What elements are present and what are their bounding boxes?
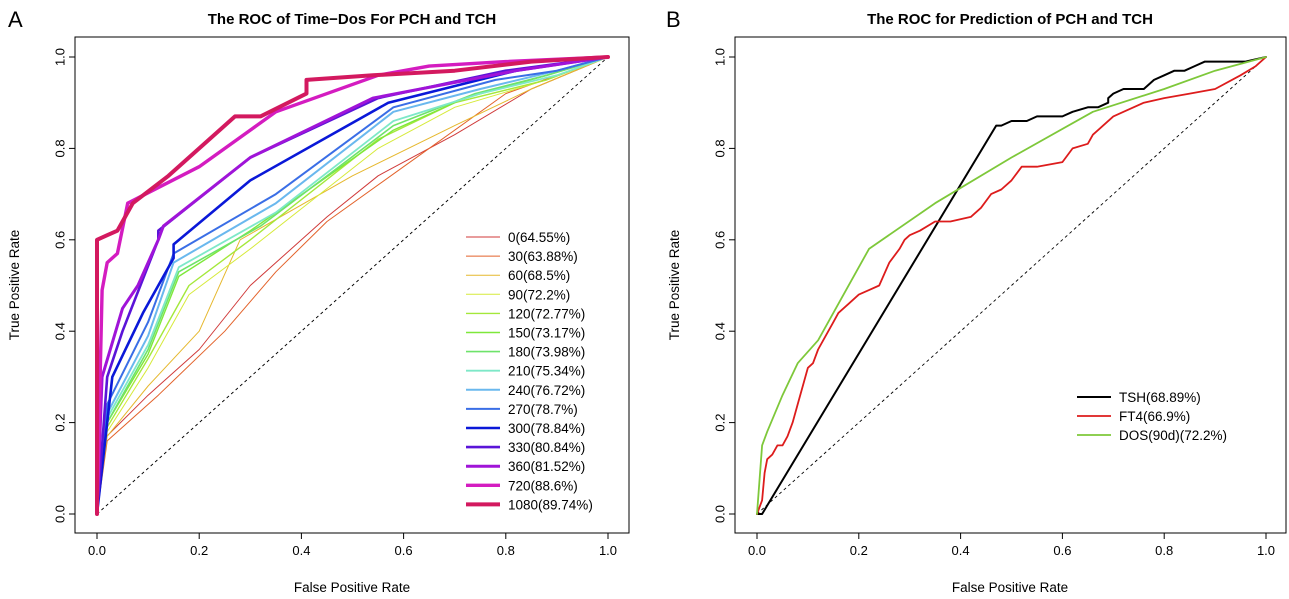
series-line-60-68-5	[96, 56, 609, 515]
x-tick-label: 0.2	[190, 543, 208, 558]
y-tick-label: 0.2	[712, 414, 727, 432]
series-lines-a	[95, 55, 610, 516]
x-tick-label: 0.8	[497, 543, 515, 558]
panel-label-a: A	[8, 7, 23, 32]
series-line-0-64-55	[96, 56, 609, 515]
legend-label: 240(76.72%)	[508, 383, 585, 398]
axis-ticks-a: 0.0 0.2 0.4 0.6 0.8 1.0 0.0 0.2 0.4 0.6 0.8 1.0	[52, 48, 617, 558]
series-line-tsh-68-89	[756, 56, 1267, 515]
legend-label: 300(78.84%)	[508, 421, 585, 436]
legend-label: 0(64.55%)	[508, 230, 570, 245]
series-line-270-78-7	[96, 56, 609, 515]
chart-a-ylabel: True Positive Rate	[7, 230, 22, 341]
x-tick-label: 0.2	[850, 543, 868, 558]
series-line-180-73-98	[96, 56, 609, 515]
y-tick-label: 0.0	[52, 505, 67, 523]
legend-label: 720(88.6%)	[508, 478, 578, 493]
diagonal-line	[756, 56, 1267, 515]
diagonal-reference-b	[756, 56, 1267, 515]
x-tick-label: 0.4	[292, 543, 310, 558]
series-line-720-88-6	[95, 55, 610, 516]
plot-frame-a	[74, 36, 630, 534]
series-line-240-76-72	[96, 56, 609, 515]
legend-label: 30(63.88%)	[508, 249, 578, 264]
legend-label: 330(80.84%)	[508, 440, 585, 455]
y-tick-label: 1.0	[52, 48, 67, 66]
y-tick-label: 0.8	[52, 139, 67, 157]
diagonal-line	[96, 56, 609, 515]
legend-label: 360(81.52%)	[508, 459, 585, 474]
panel-a: A The ROC of Time−Dos For PCH and TCH Fa…	[7, 7, 630, 595]
plot-frame-b	[734, 36, 1287, 534]
y-tick-label: 0.0	[712, 505, 727, 523]
y-tick-label: 0.2	[52, 414, 67, 432]
x-tick-label: 1.0	[599, 543, 617, 558]
chart-b-ylabel: True Positive Rate	[667, 230, 682, 341]
legend-label: 270(78.7%)	[508, 402, 578, 417]
series-line-120-72-77	[96, 56, 609, 515]
legend-label: TSH(68.89%)	[1119, 390, 1201, 405]
series-line-90-72-2	[96, 56, 609, 515]
axis-ticks-b: 0.0 0.2 0.4 0.6 0.8 1.0 0.0 0.2 0.4 0.6 0.8 1.0	[712, 48, 1275, 558]
series-lines-b	[756, 56, 1267, 515]
legend-label: FT4(66.9%)	[1119, 409, 1190, 424]
x-tick-label: 0.8	[1155, 543, 1173, 558]
y-tick-label: 1.0	[712, 48, 727, 66]
chart-b-title: The ROC for Prediction of PCH and TCH	[867, 11, 1153, 28]
legend-a: 0(64.55%) 30(63.88%) 60(68.5%) 90(72.2%) 120…	[466, 230, 593, 512]
series-line-1080-89-74	[95, 55, 610, 516]
series-line-210-75-34	[96, 56, 609, 515]
y-tick-label: 0.8	[712, 139, 727, 157]
x-tick-label: 0.6	[395, 543, 413, 558]
series-line-300-78-84	[95, 55, 610, 516]
legend-label: 90(72.2%)	[508, 287, 570, 302]
legend-label: 120(72.77%)	[508, 306, 585, 321]
legend-label: 150(73.17%)	[508, 326, 585, 341]
series-line-ft4-66-9	[756, 56, 1267, 515]
chart-b-xlabel: False Positive Rate	[952, 580, 1068, 595]
panel-label-b: B	[666, 7, 681, 32]
diagonal-reference-a	[96, 56, 609, 515]
x-tick-label: 0.6	[1053, 543, 1071, 558]
legend-b: TSH(68.89%) FT4(66.9%) DOS(90d)(72.2%)	[1077, 390, 1227, 443]
legend-label: 210(75.34%)	[508, 364, 585, 379]
chart-a-title: The ROC of Time−Dos For PCH and TCH	[208, 11, 497, 28]
series-line-360-81-52	[95, 55, 610, 516]
y-tick-label: 0.4	[52, 322, 67, 340]
y-tick-label: 0.6	[52, 231, 67, 249]
x-tick-label: 0.0	[748, 543, 766, 558]
x-tick-label: 0.4	[952, 543, 970, 558]
x-tick-label: 1.0	[1257, 543, 1275, 558]
y-tick-label: 0.6	[712, 231, 727, 249]
series-line-dos-90d-72-2	[756, 56, 1267, 515]
legend-label: DOS(90d)(72.2%)	[1119, 428, 1227, 443]
y-tick-label: 0.4	[712, 322, 727, 340]
legend-label: 60(68.5%)	[508, 268, 570, 283]
x-tick-label: 0.0	[88, 543, 106, 558]
chart-a-xlabel: False Positive Rate	[294, 580, 410, 595]
legend-label: 1080(89.74%)	[508, 497, 593, 512]
legend-label: 180(73.98%)	[508, 345, 585, 360]
panel-b: B The ROC for Prediction of PCH and TCH …	[666, 7, 1287, 595]
